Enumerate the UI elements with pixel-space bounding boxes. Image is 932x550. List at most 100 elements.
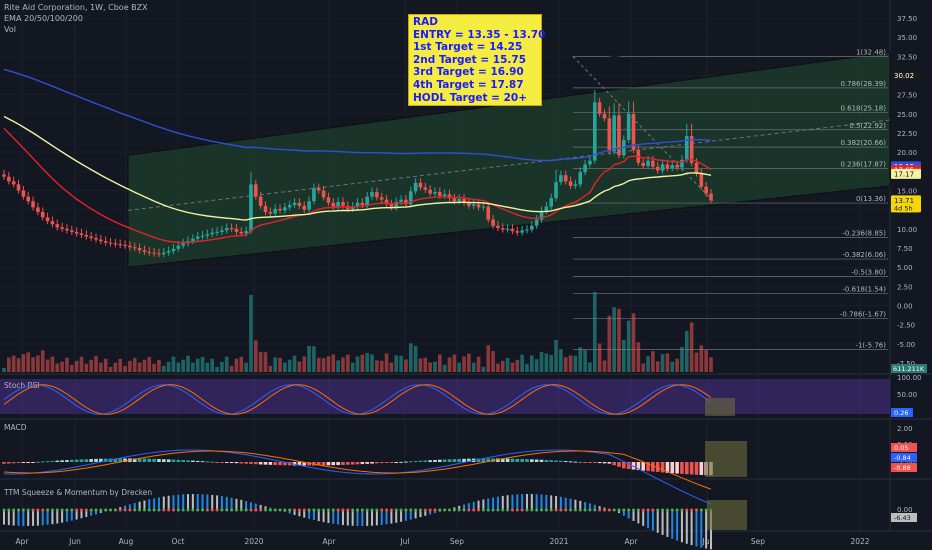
volume-bar	[234, 358, 239, 372]
macd-histogram-bar	[195, 460, 200, 462]
squeeze-momentum-bar	[395, 510, 398, 523]
price-tag	[891, 70, 921, 81]
squeeze-dot	[462, 508, 466, 512]
squeeze-dot	[583, 508, 587, 512]
volume-bar	[99, 362, 103, 372]
fib-level-label: 0.618(25.18)	[840, 104, 886, 112]
macd-histogram-bar	[612, 462, 616, 466]
squeeze-dot	[351, 508, 355, 512]
candle-body	[176, 245, 181, 249]
candle-body	[510, 228, 515, 232]
macd-histogram-bar	[447, 459, 452, 462]
squeeze-dot	[399, 508, 403, 512]
macd-histogram-bar	[549, 460, 553, 462]
squeeze-momentum-bar	[12, 510, 15, 526]
macd-histogram-bar	[462, 458, 466, 462]
macd-histogram-bar	[520, 458, 524, 462]
candle-body	[423, 187, 428, 190]
squeeze-tag	[891, 513, 917, 522]
squeeze-dot	[89, 508, 93, 512]
squeeze-momentum-bar	[341, 510, 344, 526]
candle-body	[471, 204, 476, 206]
volume-bar	[476, 356, 481, 372]
macd-histogram-bar	[496, 458, 500, 462]
candle-body	[559, 175, 563, 183]
candle-body	[505, 228, 510, 230]
volume-bar	[36, 355, 40, 372]
squeeze-dot	[423, 508, 427, 512]
candle-body	[103, 241, 108, 243]
volume-bar	[84, 363, 89, 372]
candle-body	[563, 175, 568, 182]
squeeze-momentum-bar	[17, 510, 20, 526]
macd-histogram-bar	[379, 462, 384, 464]
squeeze-momentum-bar	[564, 497, 567, 510]
candle-body	[287, 205, 292, 208]
trade-note[interactable]: RAD ENTRY = 13.35 - 13.70 1st Target = 1…	[408, 14, 545, 106]
volume-bar	[438, 354, 442, 372]
volume-bar	[186, 355, 190, 372]
macd-histogram-bar	[123, 458, 127, 462]
squeeze-dot	[704, 508, 708, 512]
candle-body	[520, 230, 524, 233]
candle-body	[79, 233, 84, 235]
candle-body	[99, 239, 103, 242]
squeeze-momentum-bar	[492, 497, 495, 510]
volume-legend[interactable]: Vol	[4, 25, 16, 34]
squeeze-dot	[171, 508, 175, 512]
volume-bar	[89, 359, 93, 372]
macd-histogram-bar	[670, 462, 675, 474]
volume-bar	[680, 347, 684, 372]
volume-bar	[69, 364, 74, 372]
squeeze-momentum-bar	[312, 510, 315, 521]
squeeze-momentum-bar	[182, 494, 185, 510]
volume-bar	[525, 363, 529, 372]
candle-body	[549, 198, 553, 207]
squeeze-dot	[75, 508, 79, 512]
squeeze-dot	[675, 508, 679, 512]
squeeze-dot	[31, 508, 35, 512]
squeeze-dot	[409, 508, 413, 512]
candle-body	[292, 202, 297, 206]
macd-histogram-bar	[481, 458, 486, 462]
macd-histogram-bar	[152, 458, 156, 462]
candle-body	[544, 206, 549, 212]
macd-histogram-bar	[467, 458, 471, 462]
volume-bar	[617, 308, 621, 372]
squeeze-momentum-bar	[124, 505, 127, 510]
ema-legend[interactable]: EMA 20/50/100/200	[4, 14, 83, 23]
squeeze-momentum-bar	[327, 510, 330, 524]
candle-body	[239, 231, 244, 234]
volume-bar	[515, 359, 520, 372]
squeeze-tag-value: -6.43	[894, 514, 911, 522]
candle-body	[128, 245, 132, 248]
candle-body	[263, 205, 268, 212]
squeeze-momentum-bar	[535, 494, 538, 510]
squeeze-tick-label: 0.00	[897, 506, 913, 514]
squeeze-momentum-bar	[332, 510, 335, 524]
candle-body	[350, 206, 355, 209]
macd-histogram-bar	[622, 462, 626, 469]
volume-bar	[607, 315, 612, 372]
candle-body	[147, 251, 152, 253]
macd-histogram-bar	[588, 462, 592, 463]
macd-histogram-bar	[631, 462, 636, 470]
squeeze-dot	[297, 508, 301, 512]
volume-bar	[355, 356, 360, 372]
volume-tag-value: 611.211K	[893, 365, 925, 373]
candle-body	[578, 172, 583, 185]
candle-body	[224, 228, 229, 231]
candle-body	[418, 182, 423, 188]
volume-bar	[428, 362, 432, 372]
time-tick-label: Apr	[625, 537, 639, 546]
volume-bar	[45, 359, 50, 372]
price-tick-label: 27.50	[897, 92, 917, 100]
macd-histogram-bar	[563, 461, 568, 463]
squeeze-dot	[612, 508, 616, 512]
macd-histogram-bar	[321, 462, 326, 466]
squeeze-dot	[438, 508, 442, 512]
candle-body	[171, 248, 176, 252]
volume-bar	[563, 357, 568, 372]
macd-histogram-bar	[336, 462, 340, 466]
